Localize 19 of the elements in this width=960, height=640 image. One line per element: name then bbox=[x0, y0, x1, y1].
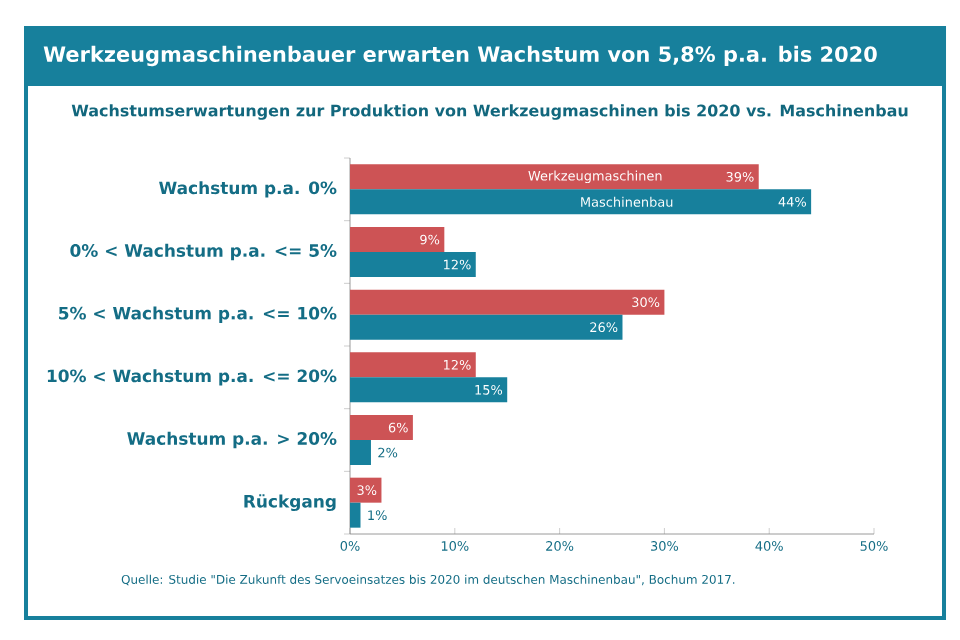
bar bbox=[350, 189, 812, 215]
bar bbox=[350, 289, 665, 315]
bar bbox=[350, 415, 413, 441]
bar bbox=[350, 227, 445, 253]
y-tick-label: Rückgang bbox=[244, 494, 336, 512]
y-tick-label: Wachstum p.a. 0% bbox=[159, 181, 337, 198]
bar bbox=[350, 164, 759, 190]
bar bbox=[350, 252, 476, 278]
bar bbox=[350, 502, 361, 528]
bar bbox=[350, 440, 371, 466]
bar bbox=[350, 314, 623, 340]
y-tick-label: 5% < Wachstum p.a. <= 10% bbox=[59, 306, 337, 323]
bar bbox=[350, 477, 382, 503]
y-tick-label: 0% < Wachstum p.a. <= 5% bbox=[70, 243, 337, 261]
bar bbox=[350, 377, 508, 403]
bar bbox=[350, 352, 476, 378]
y-tick-label: Wachstum p.a. > 20% bbox=[127, 431, 337, 449]
y-tick-label: 10% < Wachstum p.a. <= 20% bbox=[47, 369, 337, 386]
chart-title: Werkzeugmaschinenbauer erwarten Wachstum von 5,8% p.a. bis 2020 bbox=[43, 45, 877, 67]
